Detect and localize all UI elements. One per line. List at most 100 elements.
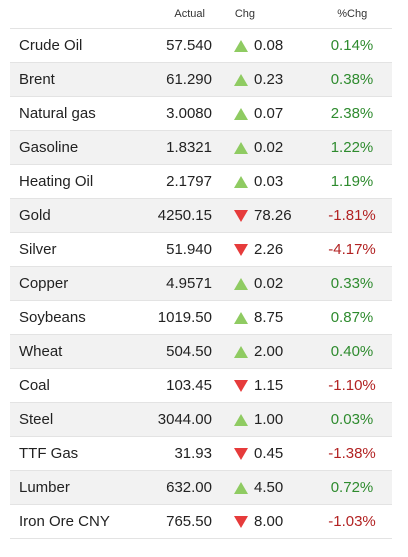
percent-change-value: 0.33% [330, 275, 374, 292]
change-value: 0.02 [254, 139, 284, 156]
table-row[interactable]: Wheat 504.50 2.00 0.40% [10, 335, 392, 369]
percent-change-value: 2.38% [330, 105, 374, 122]
commodity-name[interactable]: Steel [19, 411, 54, 428]
change-cell: 0.02 [234, 275, 312, 292]
percent-change-value: 0.38% [330, 71, 374, 88]
table-row[interactable]: Heating Oil 2.1797 0.03 1.19% [10, 165, 392, 199]
commodities-table: Actual Chg %Chg Crude Oil 57.540 0.08 0.14%… [10, 0, 392, 539]
commodity-name[interactable]: Silver [19, 241, 57, 258]
actual-value: 765.50 [166, 513, 212, 530]
commodity-name[interactable]: Brent [19, 71, 55, 88]
change-value: 0.45 [254, 445, 284, 462]
actual-value: 3044.00 [157, 411, 212, 428]
triangle-down-icon [234, 243, 248, 256]
commodity-name[interactable]: Soybeans [19, 309, 86, 326]
triangle-down-icon [234, 447, 248, 460]
change-cell: 0.03 [234, 173, 312, 190]
triangle-down-icon [234, 379, 248, 392]
table-body: Crude Oil 57.540 0.08 0.14% Brent 61.290 0.23 0… [10, 29, 392, 539]
change-value: 2.00 [254, 343, 284, 360]
header-actual: Actual [174, 8, 205, 20]
triangle-up-icon [234, 175, 248, 188]
commodity-name[interactable]: TTF Gas [19, 445, 79, 462]
table-row[interactable]: TTF Gas 31.93 0.45 -1.38% [10, 437, 392, 471]
change-cell: 0.07 [234, 105, 312, 122]
change-cell: 0.02 [234, 139, 312, 156]
change-cell: 8.00 [234, 513, 312, 530]
commodity-name[interactable]: Lumber [19, 479, 70, 496]
percent-change-value: 0.40% [330, 343, 374, 360]
commodity-name[interactable]: Natural gas [19, 105, 96, 122]
table-row[interactable]: Crude Oil 57.540 0.08 0.14% [10, 29, 392, 63]
change-cell: 2.00 [234, 343, 312, 360]
triangle-up-icon [234, 141, 248, 154]
percent-change-value: 1.19% [330, 173, 374, 190]
actual-value: 4250.15 [157, 207, 212, 224]
commodity-name[interactable]: Coal [19, 377, 50, 394]
change-value: 4.50 [254, 479, 284, 496]
triangle-up-icon [234, 311, 248, 324]
change-cell: 4.50 [234, 479, 312, 496]
triangle-down-icon [234, 209, 248, 222]
table-row[interactable]: Lumber 632.00 4.50 0.72% [10, 471, 392, 505]
triangle-up-icon [234, 481, 248, 494]
actual-value: 1019.50 [157, 309, 212, 326]
actual-value: 103.45 [166, 377, 212, 394]
change-value: 1.00 [254, 411, 284, 428]
table-row[interactable]: Brent 61.290 0.23 0.38% [10, 63, 392, 97]
change-cell: 0.45 [234, 445, 312, 462]
table-row[interactable]: Steel 3044.00 1.00 0.03% [10, 403, 392, 437]
table-row[interactable]: Gasoline 1.8321 0.02 1.22% [10, 131, 392, 165]
percent-change-value: 1.22% [330, 139, 374, 156]
percent-change-value: 0.14% [330, 37, 374, 54]
change-value: 1.15 [254, 377, 284, 394]
table-row[interactable]: Copper 4.9571 0.02 0.33% [10, 267, 392, 301]
triangle-up-icon [234, 413, 248, 426]
percent-change-value: -1.10% [328, 377, 376, 394]
change-value: 0.07 [254, 105, 284, 122]
actual-value: 2.1797 [166, 173, 212, 190]
change-value: 0.02 [254, 275, 284, 292]
commodity-name[interactable]: Gold [19, 207, 51, 224]
actual-value: 51.940 [166, 241, 212, 258]
change-cell: 8.75 [234, 309, 312, 326]
table-row[interactable]: Soybeans 1019.50 8.75 0.87% [10, 301, 392, 335]
table-row[interactable]: Natural gas 3.0080 0.07 2.38% [10, 97, 392, 131]
percent-change-value: -1.38% [328, 445, 376, 462]
actual-value: 57.540 [166, 37, 212, 54]
commodity-name[interactable]: Gasoline [19, 139, 79, 156]
actual-value: 61.290 [166, 71, 212, 88]
commodity-name[interactable]: Iron Ore CNY [19, 513, 110, 530]
change-value: 2.26 [254, 241, 284, 258]
table-row[interactable]: Gold 4250.15 78.26 -1.81% [10, 199, 392, 233]
table-row[interactable]: Coal 103.45 1.15 -1.10% [10, 369, 392, 403]
triangle-up-icon [234, 107, 248, 120]
table-row[interactable]: Silver 51.940 2.26 -4.17% [10, 233, 392, 267]
percent-change-value: 0.03% [330, 411, 374, 428]
commodity-name[interactable]: Crude Oil [19, 37, 83, 54]
change-value: 0.03 [254, 173, 284, 190]
actual-value: 1.8321 [166, 139, 212, 156]
percent-change-value: -1.03% [328, 513, 376, 530]
change-value: 78.26 [254, 207, 292, 224]
actual-value: 632.00 [166, 479, 212, 496]
triangle-up-icon [234, 39, 248, 52]
table-row[interactable]: Iron Ore CNY 765.50 8.00 -1.03% [10, 505, 392, 539]
header-chg: Chg [234, 8, 256, 20]
triangle-up-icon [234, 277, 248, 290]
change-cell: 78.26 [234, 207, 312, 224]
table-header: Actual Chg %Chg [10, 0, 392, 29]
commodity-name[interactable]: Heating Oil [19, 173, 94, 190]
percent-change-value: 0.72% [330, 479, 374, 496]
change-value: 0.08 [254, 37, 284, 54]
commodity-name[interactable]: Wheat [19, 343, 63, 360]
commodity-name[interactable]: Copper [19, 275, 69, 292]
percent-change-value: 0.87% [330, 309, 374, 326]
triangle-down-icon [234, 515, 248, 528]
percent-change-value: -4.17% [328, 241, 376, 258]
triangle-up-icon [234, 345, 248, 358]
percent-change-value: -1.81% [328, 207, 376, 224]
change-cell: 1.00 [234, 411, 312, 428]
header-pct-chg: %Chg [337, 8, 368, 20]
actual-value: 3.0080 [166, 105, 212, 122]
